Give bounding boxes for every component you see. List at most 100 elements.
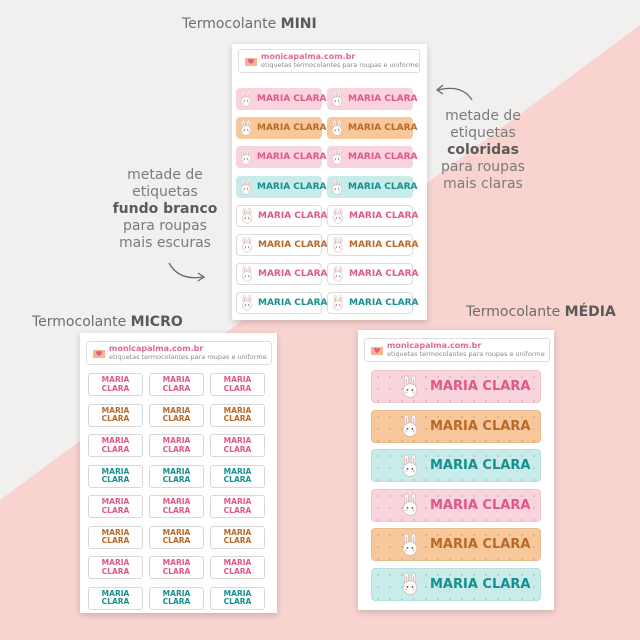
caption-micro: Termocolante MICRO [32, 314, 183, 330]
label-name: MARIA CLARA [349, 269, 419, 280]
label-name-line2: CLARA [162, 383, 191, 393]
bunny-icon [402, 453, 418, 477]
micro-label: MARIA CLARA [88, 464, 143, 488]
micro-label: MARIA CLARA [210, 586, 265, 610]
bunny-icon [240, 120, 252, 136]
label-name: MARIA CLARA [258, 298, 328, 309]
mini-label: MARIA CLARA [327, 292, 419, 315]
note-left: metade de etiquetas fundo branco para ro… [112, 167, 218, 251]
label-name-line2: CLARA [101, 444, 130, 454]
label-name-line1: MARIA [223, 558, 252, 567]
bunny-icon [402, 374, 418, 398]
label-name-line1: MARIA [162, 558, 191, 567]
mini-label: MARIA CLARA [327, 263, 419, 286]
bunny-icon [241, 295, 253, 311]
media-label: MARIA CLARA [371, 528, 541, 561]
media-label: MARIA CLARA [371, 449, 541, 482]
bunny-icon [402, 532, 418, 556]
micro-label: MARIA CLARA [88, 525, 143, 549]
label-name-line1: MARIA [223, 405, 252, 415]
bunny-icon [331, 91, 343, 107]
label-name-line1: MARIA [223, 436, 252, 445]
micro-label: MARIA CLARA [149, 556, 204, 579]
bunny-icon [331, 149, 343, 165]
micro-label: MARIA CLARA [88, 495, 143, 518]
mini-sheet: monicapalma.com.br etiquetas termocolante… [232, 44, 427, 320]
mini-label: MARIA CLARA [236, 263, 328, 286]
micro-label: MARIA CLARA [210, 525, 265, 549]
label-name-line2: CLARA [223, 383, 252, 393]
label-name-line2: CLARA [101, 414, 130, 423]
label-name: MARIA CLARA [257, 94, 327, 104]
mini-label: MARIA CLARA [327, 234, 419, 256]
caption-media: Termocolante MÉDIA [466, 304, 616, 320]
micro-label: MARIA CLARA [149, 495, 204, 518]
micro-label: MARIA CLARA [88, 586, 143, 610]
label-name-line1: MARIA [101, 375, 130, 384]
label-name: MARIA CLARA [430, 379, 531, 394]
label-name-line1: MARIA [223, 466, 252, 476]
label-name-line1: MARIA [162, 588, 191, 598]
mini-label: MARIA CLARA [327, 204, 419, 227]
micro-label: MARIA CLARA [210, 464, 265, 488]
micro-label: MARIA CLARA [88, 403, 143, 427]
label-name: MARIA CLARA [258, 240, 328, 250]
label-name-line1: MARIA [101, 436, 130, 445]
label-name-line2: CLARA [101, 536, 130, 545]
brand-header: monicapalma.com.br etiquetas termocolante… [238, 49, 420, 73]
bunny-icon [241, 237, 253, 253]
bunny-icon [241, 207, 253, 224]
label-name-line1: MARIA [162, 466, 191, 476]
micro-label: MARIA CLARA [210, 556, 265, 579]
label-name-line1: MARIA [223, 588, 252, 598]
bunny-icon [402, 572, 418, 595]
bunny-icon [240, 149, 252, 165]
label-name-line2: CLARA [162, 414, 191, 423]
label-name-line1: MARIA [101, 405, 130, 415]
label-name-line1: MARIA [101, 497, 130, 506]
bunny-icon [240, 91, 252, 107]
label-name-line1: MARIA [223, 527, 252, 537]
media-label: MARIA CLARA [371, 567, 541, 601]
label-name-line1: MARIA [223, 497, 252, 506]
label-name-line1: MARIA [162, 436, 191, 445]
label-name-line2: CLARA [101, 383, 130, 393]
bunny-icon [241, 266, 253, 282]
label-name-line2: CLARA [101, 475, 130, 484]
mini-label: MARIA CLARA [236, 234, 328, 256]
micro-label: MARIA CLARA [149, 586, 204, 610]
label-name: MARIA CLARA [430, 418, 531, 434]
label-name-line2: CLARA [162, 597, 191, 606]
media-label: MARIA CLARA [371, 488, 541, 522]
label-name: MARIA CLARA [257, 181, 327, 192]
media-label: MARIA CLARA [371, 409, 541, 443]
label-name-line2: CLARA [223, 597, 252, 606]
caption-mini: Termocolante MINI [182, 16, 317, 32]
label-name-line2: CLARA [162, 536, 191, 545]
mini-label: MARIA CLARA [327, 146, 418, 169]
label-name-line2: CLARA [162, 566, 191, 576]
label-name: MARIA CLARA [430, 537, 531, 552]
micro-label: MARIA CLARA [149, 434, 204, 457]
bunny-icon [402, 493, 418, 516]
label-name-line1: MARIA [162, 497, 191, 506]
label-name: MARIA CLARA [430, 458, 531, 473]
label-name-line1: MARIA [223, 375, 252, 384]
label-name: MARIA CLARA [349, 210, 419, 221]
label-name: MARIA CLARA [257, 152, 327, 163]
label-name-line1: MARIA [162, 375, 191, 384]
label-name-line2: CLARA [101, 597, 130, 606]
brand-header: monicapalma.com.br etiquetas termocolante… [86, 341, 272, 365]
micro-label: MARIA CLARA [210, 495, 265, 518]
bunny-icon [332, 237, 344, 253]
label-name-line2: CLARA [162, 475, 191, 484]
label-name: MARIA CLARA [349, 240, 419, 250]
bunny-icon [331, 120, 343, 136]
label-name: MARIA CLARA [430, 576, 531, 592]
micro-label: MARIA CLARA [210, 434, 265, 457]
micro-label: MARIA CLARA [210, 403, 265, 427]
micro-label: MARIA CLARA [149, 373, 204, 396]
label-name-line2: CLARA [101, 505, 130, 515]
label-name-line2: CLARA [162, 505, 191, 515]
label-name: MARIA CLARA [258, 269, 328, 280]
